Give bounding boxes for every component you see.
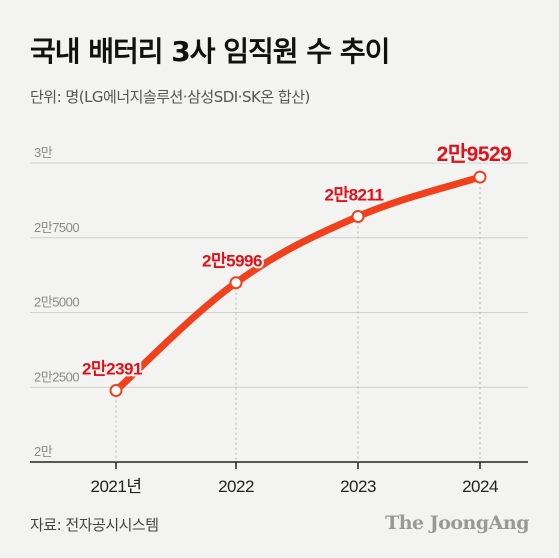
data-point xyxy=(109,384,123,398)
y-tick-label: 3만 xyxy=(34,145,53,160)
data-point xyxy=(473,170,487,184)
x-tick-label: 2021년 xyxy=(91,477,142,496)
data-point xyxy=(351,209,365,223)
y-tick-label: 2만 xyxy=(34,444,53,459)
source-note: 자료: 전자공시시스템 xyxy=(30,516,159,534)
x-tick-label: 2024 xyxy=(462,477,498,496)
series-line xyxy=(112,173,484,395)
chart-title: 국내 배터리 3사 임직원 수 추이 xyxy=(30,35,390,68)
x-tick-label: 2022 xyxy=(218,477,254,496)
data-label: 2만9529 xyxy=(437,143,512,166)
data-label: 2만2391 xyxy=(82,360,142,379)
y-tick-label: 2만7500 xyxy=(34,220,79,235)
data-label: 2만5996 xyxy=(202,252,262,271)
unit-note: 단위: 명(LG에너지솔루션·삼성SDI·SK온 합산) xyxy=(30,88,310,106)
data-label: 2만8211 xyxy=(325,185,384,204)
y-tick-label: 2만2500 xyxy=(34,369,79,384)
y-tick-label: 2만5000 xyxy=(34,295,79,310)
data-point xyxy=(229,276,243,290)
brand-logo: The JoongAng xyxy=(385,512,529,534)
x-tick-label: 2023 xyxy=(340,477,376,496)
